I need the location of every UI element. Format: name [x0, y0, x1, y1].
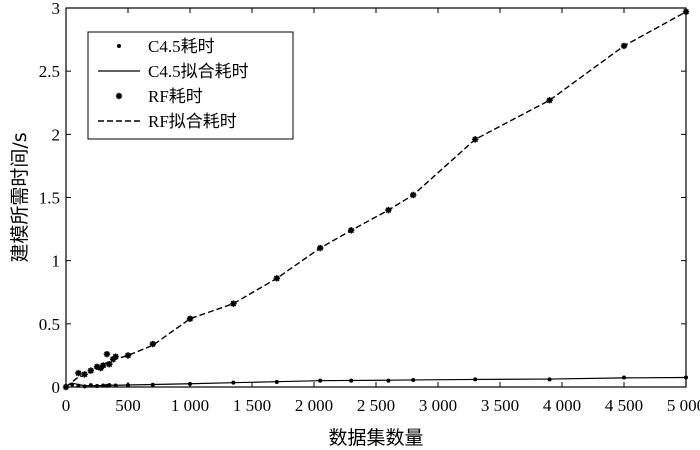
- data-point: [124, 352, 132, 359]
- y-tick-label: 1.5: [39, 189, 60, 208]
- legend-box: [87, 31, 294, 140]
- data-point: [106, 361, 113, 368]
- data-point: [230, 300, 237, 307]
- y-tick-label: 0: [52, 378, 61, 397]
- ticks-layer: 0 500 1 000 1 500 2 000 2 500 3 000 3 500 4 000 4…: [39, 0, 700, 415]
- series-line: [65, 11, 687, 388]
- x-axis-title: 数据集数量: [328, 427, 423, 449]
- y-tick-label: 3: [52, 0, 61, 18]
- legend-label: RF耗时: [148, 87, 203, 106]
- data-point: [75, 369, 82, 377]
- series-3: [65, 11, 687, 388]
- y-axis-title: 建模所需时间/s: [9, 132, 31, 262]
- x-tick-label: 0: [62, 396, 71, 415]
- y-tick-label: 2: [52, 125, 61, 144]
- x-tick-label: 2 500: [357, 396, 395, 415]
- y-tick-label: 2.5: [39, 62, 60, 81]
- legend-label: C4.5耗时: [148, 37, 215, 56]
- y-tick-label: 0.5: [39, 315, 60, 334]
- x-tick-label: 4 500: [605, 396, 643, 415]
- data-point: [88, 383, 93, 388]
- legend-label: C4.5拟合耗时: [148, 62, 249, 81]
- data-point: [186, 315, 194, 322]
- x-tick-label: 1 000: [171, 396, 209, 415]
- data-point: [97, 364, 104, 372]
- x-tick-label: 5 000: [667, 396, 700, 415]
- data-point: [87, 367, 94, 374]
- y-tick-label: 1: [52, 252, 61, 271]
- data-point: [81, 371, 88, 378]
- legend-item: C4.5耗时: [117, 37, 215, 56]
- x-tick-label: 2 000: [295, 396, 333, 415]
- data-point: [109, 356, 117, 363]
- data-point: [100, 362, 107, 369]
- x-tick-label: 1 500: [233, 396, 271, 415]
- legend-item: RF耗时: [115, 87, 203, 106]
- x-tick-label: 3 000: [419, 396, 457, 415]
- data-point: [149, 340, 156, 348]
- data-point: [112, 353, 119, 360]
- legend-label: RF拟合耗时: [148, 112, 237, 131]
- x-tick-label: 3 500: [481, 396, 519, 415]
- data-point: [103, 350, 111, 358]
- legend-swatch: [115, 92, 123, 100]
- series-layer: [62, 8, 690, 391]
- data-point: [546, 97, 553, 104]
- series-1: [65, 376, 687, 387]
- data-point: [93, 363, 101, 370]
- legend: C4.5耗时 C4.5拟合耗时 RF耗时 RF拟合耗时: [87, 31, 294, 140]
- legend-item: C4.5拟合耗时: [98, 62, 249, 81]
- series-line: [65, 376, 687, 387]
- legend-item: RF拟合耗时: [98, 112, 237, 131]
- x-tick-label: 500: [115, 396, 141, 415]
- x-tick-label: 4 000: [543, 396, 581, 415]
- legend-swatch: [117, 44, 121, 48]
